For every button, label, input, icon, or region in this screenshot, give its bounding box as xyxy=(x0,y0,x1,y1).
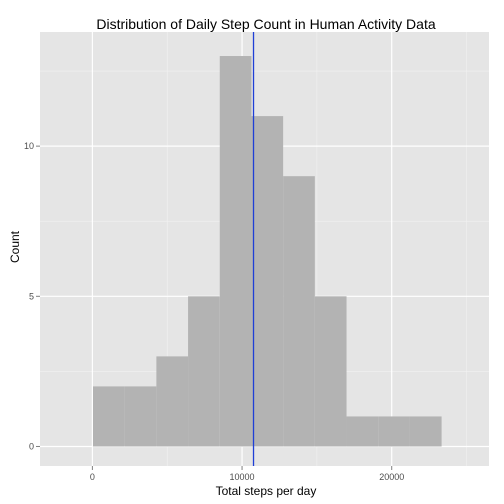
x-tick-label: 0 xyxy=(90,472,95,482)
histogram-bar xyxy=(92,386,125,447)
histogram-bar xyxy=(219,56,252,447)
y-axis-title: Count xyxy=(8,230,22,263)
histogram-bar xyxy=(283,176,315,447)
x-tick-label: 10000 xyxy=(230,472,255,482)
histogram-bar xyxy=(378,416,410,447)
y-tick-label: 10 xyxy=(24,141,34,151)
x-axis: 0 10000 20000 xyxy=(90,466,404,482)
y-tick-label: 0 xyxy=(29,441,34,451)
histogram-bar xyxy=(124,386,157,447)
histogram-bar xyxy=(314,296,347,447)
x-tick-label: 20000 xyxy=(379,472,404,482)
x-axis-title: Total steps per day xyxy=(216,484,317,498)
histogram-bar xyxy=(156,356,189,447)
y-tick-label: 5 xyxy=(29,291,34,301)
histogram-bar xyxy=(251,116,284,447)
histogram-bar xyxy=(188,296,220,447)
histogram-bar xyxy=(409,416,442,447)
chart-title: Distribution of Daily Step Count in Huma… xyxy=(96,16,435,32)
histogram-bars xyxy=(92,56,442,447)
y-axis: 0 5 10 xyxy=(24,141,40,451)
histogram-bar xyxy=(346,416,379,447)
